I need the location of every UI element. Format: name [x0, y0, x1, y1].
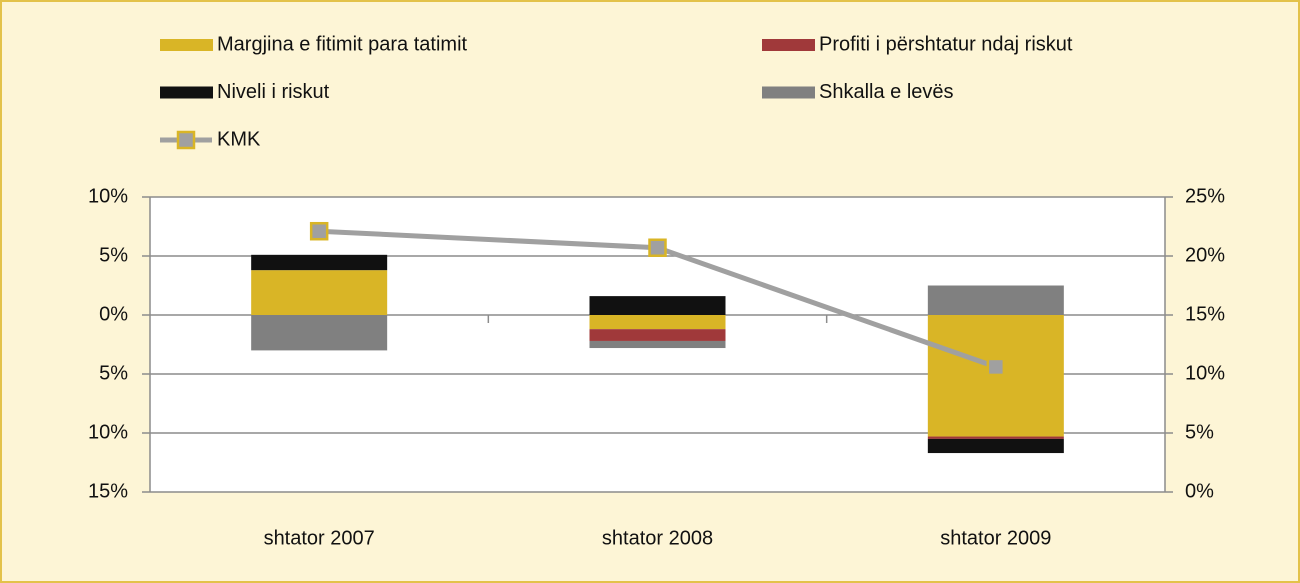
legend-swatch — [762, 39, 815, 51]
legend-label: Niveli i riskut — [217, 81, 330, 103]
bar-segment — [589, 296, 726, 315]
y2-tick-label: 20% — [1185, 244, 1225, 266]
x-tick-label: shtator 2009 — [940, 527, 1051, 549]
line-marker — [309, 221, 329, 241]
bar-segment — [927, 436, 1064, 439]
y2-tick-label: 15% — [1185, 303, 1225, 325]
bar-segment — [589, 340, 726, 349]
x-tick-label: shtator 2008 — [602, 527, 713, 549]
legend-label: Margjina e fitimit para tatimit — [217, 33, 468, 55]
x-tick-label: shtator 2007 — [264, 527, 375, 549]
bar-segment — [927, 438, 1064, 454]
y2-tick-label: 5% — [1185, 421, 1214, 443]
bar-segment — [589, 315, 726, 330]
bar-segment — [251, 315, 388, 351]
y-tick-label: 0% — [99, 303, 128, 325]
legend-label: Profiti i përshtatur ndaj riskut — [819, 33, 1073, 55]
bar-segment — [589, 329, 726, 341]
line-marker — [986, 357, 1006, 377]
legend-label: KMK — [217, 128, 261, 150]
legend-label: Shkalla e levës — [819, 81, 954, 103]
y-tick-label: 10% — [88, 421, 128, 443]
legend-swatch — [160, 86, 213, 99]
bar-segment — [251, 254, 388, 271]
y2-tick-label: 0% — [1185, 480, 1214, 502]
y-tick-label: 5% — [99, 362, 128, 384]
bar-segment — [927, 285, 1064, 315]
y-tick-label: 15% — [88, 480, 128, 502]
line-marker — [648, 238, 667, 257]
legend-swatch — [160, 39, 213, 51]
y-tick-label: 5% — [99, 244, 128, 266]
y-tick-label: 10% — [88, 185, 128, 207]
y2-tick-label: 25% — [1185, 185, 1225, 207]
legend-marker — [176, 130, 196, 150]
legend-swatch — [762, 86, 815, 99]
y2-tick-label: 10% — [1185, 362, 1225, 384]
bar-segment — [251, 270, 388, 315]
